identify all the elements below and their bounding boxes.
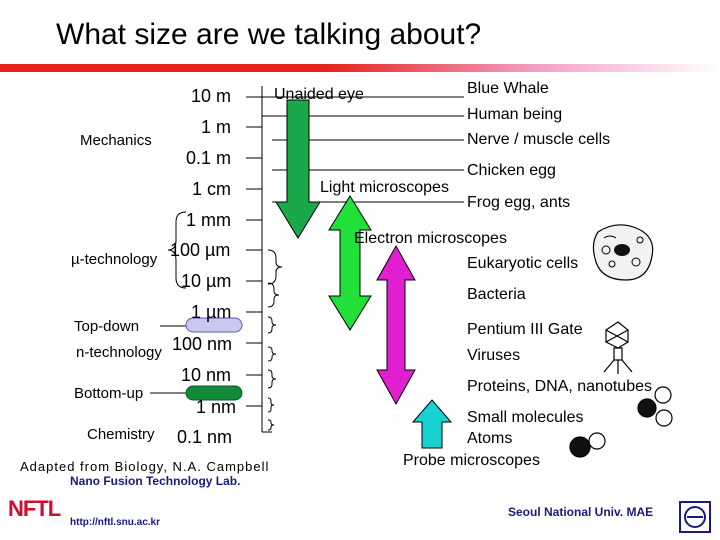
scale-label: 10 nm <box>181 365 232 385</box>
scale-label: 1 µm <box>191 302 232 322</box>
object-label: Viruses <box>467 347 521 364</box>
light-microscope-arrow <box>328 195 372 331</box>
eukaryotic-cell-icon <box>592 224 654 281</box>
object-label: Atoms <box>467 430 513 447</box>
slide-title: What size are we talking about? <box>56 18 482 51</box>
scale-label: 10 m <box>191 86 232 106</box>
micro-technology-label: µ-technology <box>71 251 158 268</box>
object-label: Human being <box>467 106 563 123</box>
object-label: Proteins, DNA, nanotubes <box>467 378 652 395</box>
object-label: Pentium III Gate <box>467 321 583 338</box>
scale-label: 1 nm <box>196 397 237 417</box>
nftl-logo: NFTL <box>8 496 61 521</box>
scale-label: 0.1 nm <box>177 427 233 447</box>
scale-label: 1 m <box>201 117 232 137</box>
chemistry-label: Chemistry <box>87 426 155 443</box>
university-name: Seoul National Univ. MAE <box>508 505 654 519</box>
virus-icon <box>603 321 633 374</box>
scale-ticks <box>246 96 262 407</box>
source-credit: Adapted from Biology, N.A. Campbell <box>20 459 270 474</box>
object-label: Frog egg, ants <box>467 194 571 211</box>
object-label: Eukaryotic cells <box>467 255 579 272</box>
top-down-pill <box>185 317 243 333</box>
object-label: Bacteria <box>467 286 526 303</box>
unaided-eye-arrow <box>275 99 321 239</box>
scale-label: 100 µm <box>170 240 231 260</box>
mechanics-label: Mechanics <box>80 132 152 149</box>
n-technology-label: n-technology <box>76 344 162 361</box>
scale-label: 100 nm <box>172 334 233 354</box>
object-label: Nerve / muscle cells <box>467 131 611 148</box>
scale-label: 10 µm <box>181 271 232 291</box>
left-brackets <box>150 211 187 394</box>
atom-icon <box>569 432 606 458</box>
object-label: Chicken egg <box>467 162 556 179</box>
probe-microscope-arrow <box>411 399 453 449</box>
university-emblem-icon <box>679 501 711 533</box>
molecule-icon <box>637 386 673 427</box>
electron-microscopes-label: Electron microscopes <box>354 230 507 247</box>
object-label: Small molecules <box>467 409 584 426</box>
probe-microscopes-label: Probe microscopes <box>403 452 540 469</box>
unaided-eye-label: Unaided eye <box>274 86 364 103</box>
lab-name: Nano Fusion Technology Lab. <box>70 474 241 488</box>
top-down-label: Top-down <box>74 318 140 335</box>
bottom-up-label: Bottom-up <box>74 385 144 402</box>
lab-url: http://nftl.snu.ac.kr <box>70 517 160 528</box>
scale-label: 1 mm <box>186 210 231 230</box>
scale-label: 0.1 m <box>186 148 232 168</box>
scale-label: 1 cm <box>192 179 232 199</box>
title-accent-bar <box>0 64 720 72</box>
electron-microscope-arrow <box>376 244 416 406</box>
object-label: Blue Whale <box>467 80 549 97</box>
light-microscopes-label: Light microscopes <box>320 179 449 196</box>
bottom-up-pill <box>185 385 243 401</box>
